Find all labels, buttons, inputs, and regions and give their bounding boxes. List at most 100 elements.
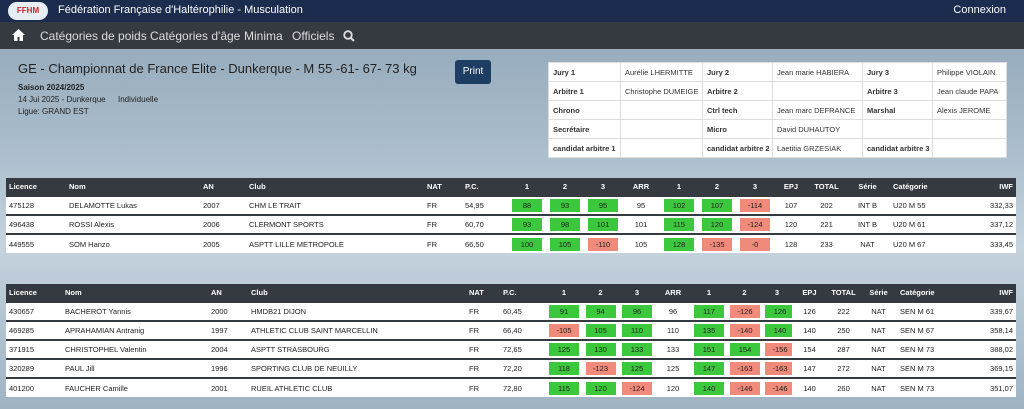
column-header: 2: [546, 178, 584, 196]
attempt-cell: 100: [508, 233, 546, 253]
athlete-row: 371915 CHRISTOPHEL Valentin 2004 ASPTT STRA…: [6, 339, 1016, 359]
attempt: -140: [730, 324, 760, 337]
attempt: 117: [694, 305, 724, 318]
column-header: IWF: [960, 284, 1016, 302]
cell: ROSSI Alexis: [66, 214, 200, 234]
attempt-cell: 133: [619, 339, 655, 359]
column-header: P.C.: [500, 284, 546, 302]
cell: NAT: [860, 320, 897, 340]
column-header: 2: [727, 284, 762, 302]
cell: SEN M 73: [897, 339, 960, 359]
top-bar: FFHM Fédération Française d'Haltérophili…: [0, 0, 1024, 22]
cell: 72,20: [500, 358, 546, 378]
cell: 2007: [200, 195, 246, 215]
cell: ASPTT LILLE METROPOLE: [246, 233, 424, 253]
official-name: Jean claude PAPA: [932, 81, 1007, 101]
attempt-cell: 120: [582, 377, 619, 397]
cell: HMDB21 DIJON: [248, 301, 466, 321]
official-name: Aurélie LHERMITTE: [620, 62, 703, 82]
attempt: 93: [512, 218, 542, 231]
cell: FAUCHER Camille: [62, 377, 208, 397]
role-label: Marshal: [862, 100, 933, 120]
attempt: -146: [730, 381, 760, 395]
cell: 287: [827, 339, 860, 359]
attempt-cell: -146: [762, 377, 792, 397]
attempt: -163: [730, 362, 760, 375]
attempt-cell: -163: [762, 358, 792, 378]
attempt: 100: [512, 237, 542, 251]
attempt: 126: [765, 305, 792, 318]
officials-row: Jury 1 Aurélie LHERMITTE Jury 2 Jean marie …: [548, 62, 1007, 82]
cell: 1997: [208, 320, 248, 340]
attempt-cell: 96: [619, 301, 655, 321]
site-title[interactable]: Fédération Française d'Haltérophilie - M…: [58, 4, 303, 16]
season: Saison 2024/2025: [18, 83, 85, 92]
role-label: [862, 119, 933, 139]
search-icon[interactable]: [343, 30, 355, 42]
logo[interactable]: FFHM: [8, 2, 48, 20]
attempt-cell: 135: [691, 320, 727, 340]
cell: SEN M 61: [897, 301, 960, 321]
column-header: NAT: [466, 284, 500, 302]
attempt: 120: [702, 218, 732, 231]
attempt: 128: [664, 237, 694, 251]
attempt-cell: 128: [660, 233, 698, 253]
cell: 60,45: [500, 301, 546, 321]
attempt-cell: -123: [582, 358, 619, 378]
column-header: ARR: [622, 178, 660, 196]
attempt: 96: [622, 305, 652, 318]
login-link[interactable]: Connexion: [953, 4, 1006, 16]
column-header: P.C.: [462, 178, 508, 196]
column-header: 3: [762, 284, 792, 302]
athlete-row: 496438 ROSSI Alexis 2006 CLERMONT SPORTS FR 6…: [6, 214, 1016, 234]
athlete-row: 449555 SOM Hanzo 2005 ASPTT LILLE METROPOLE…: [6, 233, 1016, 253]
cell: FR: [424, 214, 462, 234]
cell: 126: [792, 301, 827, 321]
column-header: Nom: [66, 178, 200, 196]
attempt: -124: [740, 218, 770, 231]
nav-item[interactable]: Catégories d'âge: [150, 29, 241, 43]
attempt-cell: 140: [691, 377, 727, 397]
column-header: Série: [845, 178, 890, 196]
column-header: Catégorie: [897, 284, 960, 302]
attempt-cell: 98: [546, 214, 584, 234]
date: 14 Jui 2025 - Dunkerque: [18, 95, 106, 104]
cell: DELAMOTTE Lukas: [66, 195, 200, 215]
column-header: Catégorie: [890, 178, 962, 196]
attempt: -146: [765, 381, 792, 395]
official-name: [932, 138, 1007, 158]
officials-row: candidat arbitre 1 candidat arbitre 2 Laet…: [548, 138, 1007, 158]
cell: INT B: [845, 214, 890, 234]
nav-item[interactable]: Minima: [244, 29, 283, 43]
nav-item[interactable]: Officiels: [292, 29, 335, 43]
cell: 339,67: [960, 301, 1016, 321]
attempt: 135: [694, 324, 724, 337]
cell: FR: [466, 339, 500, 359]
cell: 95: [622, 195, 660, 215]
nav-item[interactable]: Catégories de poids: [40, 29, 147, 43]
cell: 475128: [6, 195, 66, 215]
athlete-row: 401200 FAUCHER Camille 2001 RUEIL ATHLETIC …: [6, 377, 1016, 397]
results-table: Licence Nom AN Club NAT P.C. 1 2 3 ARR 1 2 3 EPJ TOTAL…: [6, 178, 1016, 253]
official-name: [772, 81, 863, 101]
officials-table: Jury 1 Aurélie LHERMITTE Jury 2 Jean marie …: [548, 62, 1007, 158]
cell: SEN M 67: [897, 320, 960, 340]
role-label: Jury 3: [862, 62, 933, 82]
cell: 2005: [200, 233, 246, 253]
attempt-cell: 125: [619, 358, 655, 378]
role-label: candidat arbitre 2: [702, 138, 773, 158]
cell: 101: [622, 214, 660, 234]
attempt: 130: [585, 343, 616, 356]
home-icon[interactable]: [12, 29, 25, 41]
role-label: Secrétaire: [548, 119, 621, 139]
attempt-cell: 126: [762, 301, 792, 321]
cell: NAT: [860, 358, 897, 378]
column-header: Nom: [62, 284, 208, 302]
attempt-cell: 110: [619, 320, 655, 340]
attempt-cell: 95: [584, 195, 622, 215]
cell: U20 M 67: [890, 233, 962, 253]
attempt-cell: -163: [727, 358, 762, 378]
attempt-cell: -114: [736, 195, 774, 215]
cell: FR: [424, 195, 462, 215]
print-button[interactable]: Print: [455, 60, 491, 84]
